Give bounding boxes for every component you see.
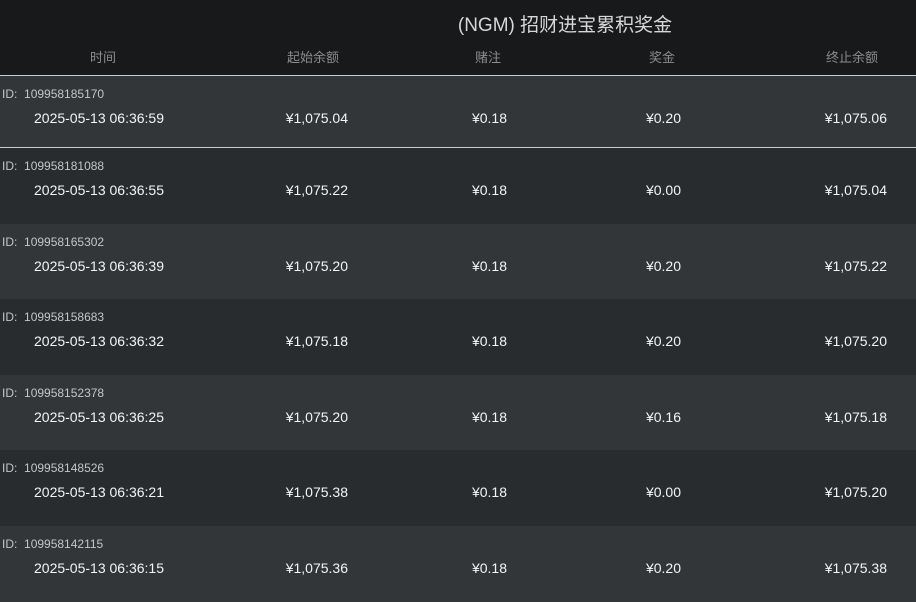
id-value: 109958158683 [24, 310, 105, 325]
row-time: 2025-05-13 06:36:39 [34, 257, 164, 274]
row-end-balance: ¥1,075.38 [824, 559, 887, 576]
row-end-balance: ¥1,075.20 [824, 484, 887, 501]
id-value: 109958185170 [24, 87, 105, 101]
row-start-balance: ¥1,075.36 [285, 559, 348, 576]
id-label: ID: [2, 87, 18, 101]
row-time: 2025-05-13 06:36:59 [34, 110, 164, 126]
round-id: ID: 109958185170 [2, 87, 104, 101]
row-bet: ¥0.18 [471, 257, 507, 274]
history-row[interactable]: ID: 109958185170 2025-05-13 06:36:59 ¥1,07… [0, 76, 916, 148]
row-bet: ¥0.18 [471, 484, 507, 501]
column-header-start-balance: 起始余额 [287, 50, 340, 65]
game-title: (NGM) 招财进宝累积奖金 [457, 15, 673, 36]
row-prize: ¥0.20 [645, 333, 681, 350]
row-bet: ¥0.18 [471, 559, 507, 576]
row-start-balance: ¥1,075.20 [285, 257, 348, 274]
id-value: 109958148526 [24, 461, 105, 476]
id-label: ID: [2, 461, 18, 476]
row-end-balance: ¥1,075.20 [824, 333, 887, 350]
row-time: 2025-05-13 06:36:25 [34, 408, 164, 425]
history-row[interactable]: ID: 109958148526 2025-05-13 06:36:21 ¥1,07… [0, 450, 916, 526]
history-header: (NGM) 招财进宝累积奖金 时间 起始余额 赌注 奖金 终止余额 [0, 0, 916, 76]
id-label: ID: [2, 536, 18, 551]
row-time: 2025-05-13 06:36:15 [34, 559, 164, 576]
row-prize: ¥0.20 [645, 559, 681, 576]
round-id: ID: 109958158683 [2, 310, 104, 324]
row-start-balance: ¥1,075.18 [285, 333, 348, 350]
row-start-balance: ¥1,075.22 [285, 182, 348, 198]
row-end-balance: ¥1,075.18 [824, 408, 887, 425]
history-list: ID: 109958185170 2025-05-13 06:36:59 ¥1,07… [0, 76, 916, 602]
row-bet: ¥0.18 [471, 408, 507, 425]
round-id: ID: 109958148526 [2, 461, 104, 475]
history-row[interactable]: ID: 109958165302 2025-05-13 06:36:39 ¥1,07… [0, 223, 916, 300]
id-value: 109958165302 [24, 234, 105, 249]
row-time: 2025-05-13 06:36:21 [34, 484, 164, 501]
id-label: ID: [2, 385, 18, 400]
row-end-balance: ¥1,075.04 [824, 182, 887, 198]
row-start-balance: ¥1,075.38 [285, 484, 348, 501]
history-row[interactable]: ID: 109958152378 2025-05-13 06:36:25 ¥1,07… [0, 374, 916, 451]
id-label: ID: [2, 159, 18, 173]
row-time: 2025-05-13 06:36:55 [34, 182, 164, 198]
row-prize: ¥0.00 [645, 182, 681, 198]
column-header-time: 时间 [90, 50, 117, 65]
round-id: ID: 109958152378 [2, 386, 104, 400]
history-row[interactable]: ID: 109958158683 2025-05-13 06:36:32 ¥1,07… [0, 299, 916, 375]
round-id: ID: 109958165302 [2, 235, 104, 249]
row-end-balance: ¥1,075.06 [824, 110, 887, 126]
row-end-balance: ¥1,075.22 [824, 257, 887, 274]
id-value: 109958181088 [24, 159, 105, 173]
row-bet: ¥0.18 [471, 333, 507, 350]
history-row[interactable]: ID: 109958142115 2025-05-13 06:36:15 ¥1,07… [0, 525, 916, 602]
id-label: ID: [2, 234, 18, 249]
row-start-balance: ¥1,075.20 [285, 408, 348, 425]
row-bet: ¥0.18 [471, 182, 507, 198]
column-header-bet: 赌注 [475, 50, 502, 65]
history-row[interactable]: ID: 109958181088 2025-05-13 06:36:55 ¥1,07… [0, 148, 916, 224]
id-label: ID: [2, 310, 18, 325]
id-value: 109958152378 [24, 385, 105, 400]
column-header-prize: 奖金 [649, 50, 676, 65]
row-prize: ¥0.00 [645, 484, 681, 501]
id-value: 109958142115 [24, 536, 104, 551]
row-prize: ¥0.16 [645, 408, 681, 425]
column-header-end-balance: 终止余额 [826, 50, 879, 65]
round-id: ID: 109958142115 [2, 537, 103, 551]
row-start-balance: ¥1,075.04 [285, 110, 348, 126]
round-id: ID: 109958181088 [2, 159, 104, 173]
row-time: 2025-05-13 06:36:32 [34, 333, 164, 350]
row-prize: ¥0.20 [645, 257, 681, 274]
row-bet: ¥0.18 [471, 110, 507, 126]
row-prize: ¥0.20 [645, 110, 681, 126]
